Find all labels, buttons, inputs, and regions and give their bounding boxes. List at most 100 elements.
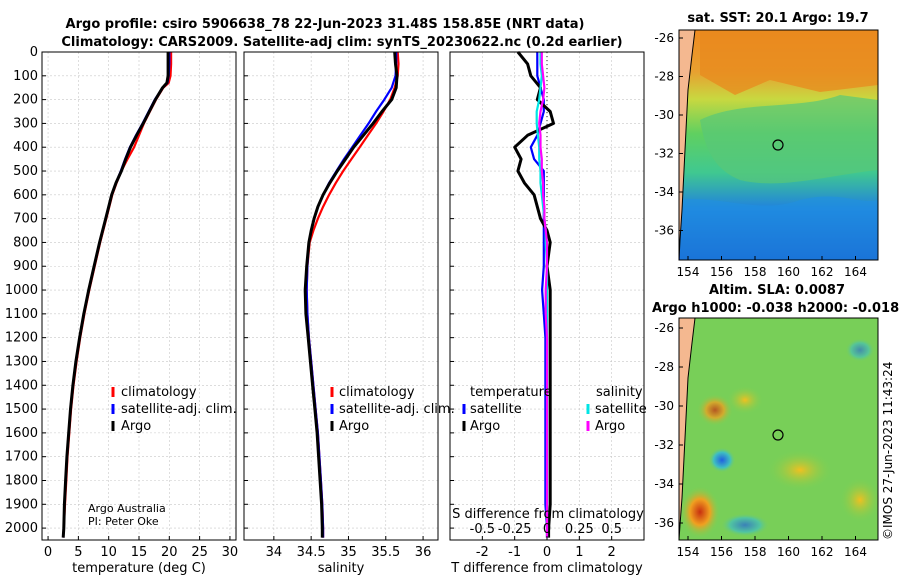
x-tick-label: 15 — [131, 545, 148, 560]
sla-yellow-eddy-1 — [768, 450, 832, 490]
legend-satellite-label-s: satellite-adj. clim. — [339, 402, 455, 417]
sla-orange-eddy-1 — [697, 394, 733, 426]
legend-t-satellite-label: satellite — [470, 402, 522, 417]
sla-argo-marker — [772, 429, 784, 441]
s-tick-label: -0.5 — [470, 522, 495, 537]
series-t-argo — [513, 51, 555, 538]
map-x-tick-label: 160 — [777, 545, 800, 559]
sla-blue-eddy-2 — [720, 513, 770, 537]
y-tick-label: 1200 — [5, 331, 38, 346]
y-tick-label: 2000 — [5, 521, 38, 536]
s-tick-label: 0.25 — [565, 522, 594, 537]
legend-climatology-label-s: climatology — [339, 385, 415, 400]
map-y-tick-label: -34 — [654, 477, 674, 491]
map-x-tick-label: 156 — [710, 545, 733, 559]
series-argo — [303, 51, 399, 538]
map-y-tick-label: -30 — [654, 399, 674, 413]
y-tick-label: 1900 — [5, 497, 38, 512]
legend-s-argo-label: Argo — [595, 419, 625, 434]
y-tick-label: 0 — [30, 45, 38, 60]
credit-line2: PI: Peter Oke — [88, 515, 159, 528]
s-tick-label: -0.25 — [498, 522, 532, 537]
y-tick-label: 1400 — [5, 378, 38, 393]
legend-salinity-title: salinity — [596, 385, 643, 400]
sla-map: Altim. SLA: 0.0087 Argo h1000: -0.038 h2… — [652, 283, 899, 559]
map-x-tick-label: 156 — [710, 265, 733, 279]
sst-map: sat. SST: 20.1 Argo: 19.7 -26 -28 -30 -32 -3… — [654, 11, 879, 279]
difference-panel: -2 -1 0 1 2T difference from climatology — [449, 51, 645, 576]
x-axis-label: T difference from climatology — [450, 561, 643, 576]
series-s-argo — [538, 52, 549, 538]
temperature-legend: climatology satellite-adj. clim. Argo — [111, 385, 237, 434]
y-tick-label: 1800 — [5, 473, 38, 488]
x-tick-label: 30 — [222, 545, 239, 560]
sla-yellow-eddy-2 — [727, 386, 763, 414]
x-axis-label: salinity — [318, 561, 365, 576]
series-satellite-adj-clim- — [62, 52, 171, 538]
y-tick-label: 500 — [13, 164, 38, 179]
x-tick-label: 2 — [608, 545, 616, 560]
sla-blue-eddy-1 — [708, 447, 736, 473]
y-tick-label: 1100 — [5, 307, 38, 322]
map-y-tick-label: -36 — [654, 224, 674, 238]
figure-title-line2: Climatology: CARS2009. Satellite-adj cli… — [61, 35, 622, 50]
sst-warm-patch — [700, 30, 878, 95]
sst-argo-marker — [772, 139, 784, 151]
axes-frame — [243, 51, 439, 541]
credit-line1: Argo Australia — [88, 502, 166, 515]
legend-s-satellite-label: satellite — [595, 402, 647, 417]
map-x-tick-label: 160 — [777, 265, 800, 279]
sla-land — [679, 318, 695, 540]
x-tick-label: 0 — [543, 545, 551, 560]
map-x-tick-label: 154 — [677, 265, 700, 279]
sst-map-frame — [678, 29, 879, 261]
x-tick-label: 36 — [415, 545, 432, 560]
sla-map-frame — [678, 317, 879, 541]
sla-map-title-line1: Altim. SLA: 0.0087 — [709, 283, 845, 298]
map-x-tick-label: 164 — [844, 545, 867, 559]
watermark: ©IMOS 27-Jun-2023 11:43:24 — [881, 362, 895, 540]
difference-legend: temperature salinity satellite Argo sate… — [462, 385, 647, 434]
salinity-legend: climatology satellite-adj. clim. Argo — [330, 385, 455, 434]
x-tick-label: 25 — [191, 545, 208, 560]
y-tick-label: 700 — [13, 212, 38, 227]
map-x-tick-label: 158 — [744, 265, 767, 279]
map-y-tick-label: -26 — [654, 321, 674, 335]
sst-map-title: sat. SST: 20.1 Argo: 19.7 — [687, 11, 868, 26]
x-tick-label: 34 — [266, 545, 283, 560]
map-x-tick-label: 164 — [844, 265, 867, 279]
y-tick-label: 800 — [13, 235, 38, 250]
x-tick-label: 5 — [74, 545, 82, 560]
sla-red-eddy — [680, 486, 720, 538]
y-tick-label: 1600 — [5, 426, 38, 441]
legend-climatology-label: climatology — [121, 385, 197, 400]
temperature-panel: 0 5 10 15 20 25 30 temperature (deg C) 0 100 200 30… — [5, 45, 238, 576]
x-tick-label: 20 — [161, 545, 178, 560]
y-tick-label: 600 — [13, 188, 38, 203]
y-tick-label: 900 — [13, 259, 38, 274]
x-tick-label: -1 — [508, 545, 521, 560]
x-tick-label: 35 — [340, 545, 357, 560]
sla-yellow-eddy-3 — [840, 478, 880, 522]
y-tick-label: 200 — [13, 93, 38, 108]
x-tick-label: 1 — [575, 545, 583, 560]
map-y-tick-label: -34 — [654, 185, 674, 199]
sst-cyan-patch — [680, 196, 878, 260]
sla-map-axes: -26 -28 -30 -32 -34 -36 154 156 158 160 162 164 — [654, 321, 867, 559]
sst-coastline — [678, 29, 696, 261]
y-tick-label: 100 — [13, 69, 38, 84]
x-tick-label: 34.5 — [297, 545, 326, 560]
map-x-tick-label: 154 — [677, 545, 700, 559]
x-axis-label: temperature (deg C) — [72, 561, 206, 576]
y-tick-label: 1300 — [5, 354, 38, 369]
s-tick-label: 0 — [543, 522, 551, 537]
sst-land — [679, 30, 695, 260]
y-tick-label: 1500 — [5, 402, 38, 417]
legend-temperature-title: temperature — [470, 385, 552, 400]
map-y-tick-label: -28 — [654, 70, 674, 84]
map-y-tick-label: -26 — [654, 31, 674, 45]
legend-argo-label-s: Argo — [339, 419, 369, 434]
map-y-tick-label: -32 — [654, 147, 674, 161]
sst-green-patch — [700, 95, 878, 184]
y-tick-label: 400 — [13, 140, 38, 155]
